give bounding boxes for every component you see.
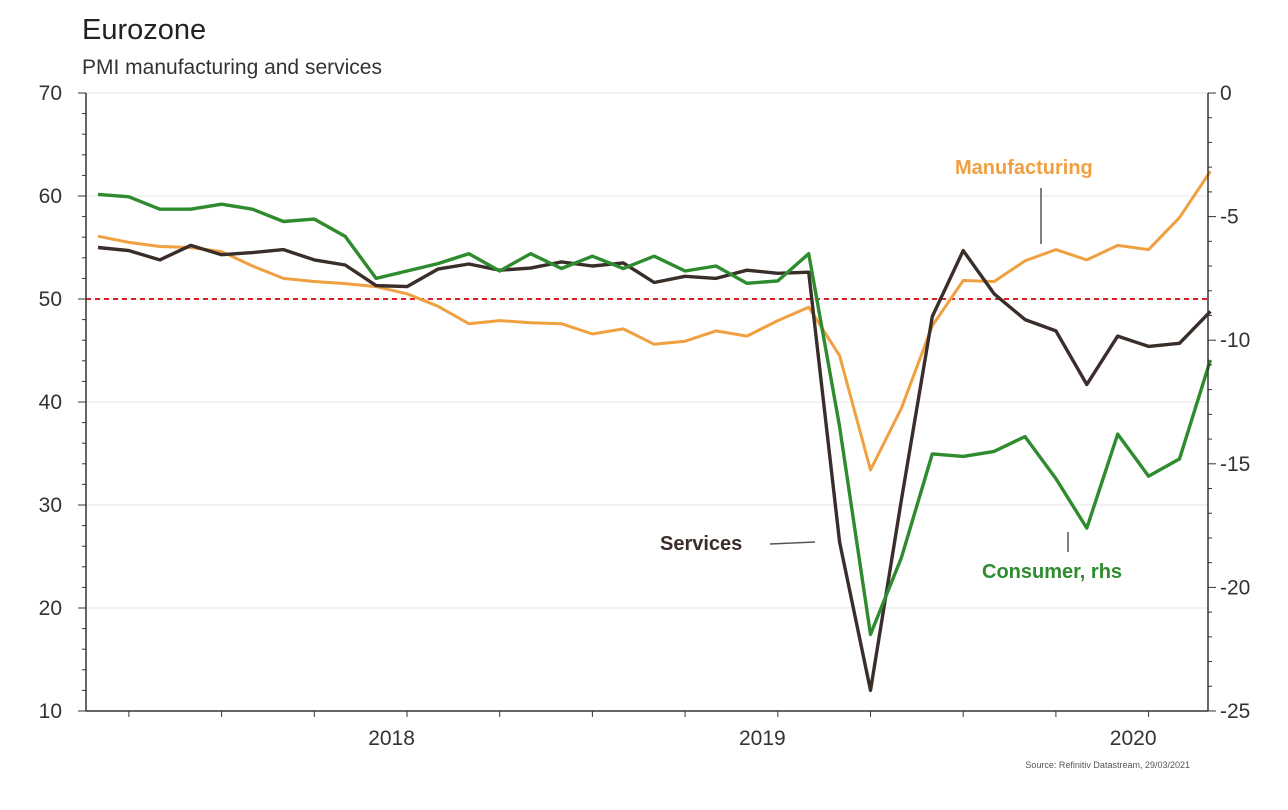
series-annotations: Manufacturing Services Consumer, rhs — [660, 157, 1122, 583]
left-tick-label-4: 30 — [39, 494, 62, 517]
series-line-2 — [97, 192, 1213, 637]
chart-subtitle: PMI manufacturing and services — [82, 56, 382, 79]
series-line-1 — [97, 243, 1212, 693]
axis-tick-labels: 70 60 50 40 30 20 10 0 -5 -10 -15 -20 -25 2018 2019 202… — [39, 82, 1251, 750]
left-tick-label-6: 10 — [39, 700, 62, 723]
left-tick-label-0: 70 — [39, 82, 62, 105]
axes — [78, 92, 1216, 717]
left-tick-label-2: 50 — [39, 288, 62, 311]
right-tick-label-1: -5 — [1220, 206, 1239, 229]
right-tick-label-2: -10 — [1220, 329, 1250, 352]
right-tick-label-4: -20 — [1220, 576, 1250, 599]
left-tick-label-5: 20 — [39, 597, 62, 620]
x-tick-label-1: 2019 — [739, 727, 786, 750]
series-line-0 — [97, 170, 1212, 472]
consumer-label: Consumer, rhs — [982, 561, 1122, 583]
grid-lines — [86, 92, 1208, 712]
series-lines — [97, 170, 1213, 693]
left-tick-label-3: 40 — [39, 391, 62, 414]
chart-title: Eurozone — [82, 14, 207, 46]
right-tick-label-3: -15 — [1220, 453, 1250, 476]
right-tick-label-0: 0 — [1220, 82, 1232, 105]
left-tick-label-1: 60 — [39, 185, 62, 208]
x-tick-label-0: 2018 — [368, 727, 415, 750]
x-tick-label-2: 2020 — [1110, 727, 1157, 750]
right-tick-label-5: -25 — [1220, 700, 1250, 723]
manufacturing-label: Manufacturing — [955, 157, 1093, 179]
services-label: Services — [660, 533, 742, 555]
services-leader-line — [769, 541, 816, 545]
source-note: Source: Refinitiv Datastream, 29/03/2021 — [1025, 760, 1190, 770]
